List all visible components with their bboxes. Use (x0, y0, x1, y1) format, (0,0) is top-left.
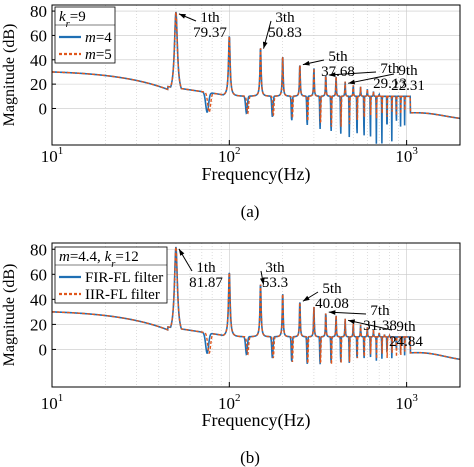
y-tick-label: 40 (30, 51, 47, 70)
x-tick-label: 103 (395, 392, 418, 413)
annotation-value: 24.84 (389, 334, 423, 350)
x-tick-label: 102 (218, 145, 241, 166)
annotation-arrow (348, 73, 395, 84)
series-line-1 (52, 11, 460, 144)
y-tick-label: 60 (30, 265, 47, 284)
annotation-value: 29.13 (373, 76, 407, 92)
annotation-value: 79.37 (193, 25, 227, 41)
y-axis-label: Magnitude (dB) (1, 264, 18, 367)
y-tick-label: 80 (30, 240, 47, 259)
legend-box (54, 246, 168, 304)
y-tick-label: 0 (39, 340, 48, 359)
annotation-arrow (328, 71, 377, 76)
legend-box (54, 6, 116, 64)
annotation-value: 31.38 (363, 318, 397, 334)
annotation-arrowhead (259, 277, 265, 285)
annotation-value: 53.3 (262, 275, 288, 291)
annotation-order: 7th (380, 61, 400, 77)
annotation-value: 22.31 (391, 78, 425, 94)
axes-box (51, 4, 461, 146)
annotation-value: 81.87 (189, 275, 223, 291)
annotation-value: 40.08 (315, 296, 349, 312)
y-tick-label: 80 (30, 2, 47, 21)
annotation-order: 3th (265, 260, 285, 276)
legend-label-2: IIR-FL filter (85, 287, 160, 303)
x-tick-label: 102 (218, 392, 241, 413)
x-tick-label: 101 (41, 392, 64, 413)
panel-caption: (b) (240, 448, 260, 467)
legend-label-1: m=4 (85, 30, 112, 46)
annotation-arrowhead (262, 41, 268, 49)
annotation-order: 1th (196, 260, 216, 276)
legend: kr=9m=4m=5 (54, 6, 116, 64)
x-tick-label: 101 (41, 145, 64, 166)
annotation-order: 7th (370, 303, 390, 319)
y-axis-label: Magnitude (dB) (1, 24, 18, 127)
x-axis-label: Frequency(Hz) (202, 410, 311, 431)
legend-title: kr=9 (59, 9, 86, 30)
x-tick-label: 103 (395, 145, 418, 166)
annotation-value: 50.83 (268, 25, 302, 41)
y-tick-label: 40 (30, 290, 47, 309)
y-tick-label: 20 (30, 315, 47, 334)
annotation-order: 9th (398, 63, 418, 79)
annotation-order: 3th (275, 10, 295, 26)
y-tick-label: 20 (30, 75, 47, 94)
annotation-order: 5th (328, 49, 348, 65)
y-tick-label: 60 (30, 26, 47, 45)
annotation-arrow (348, 319, 393, 331)
y-tick-label: 0 (39, 99, 48, 118)
annotation-arrowhead (302, 60, 310, 66)
panel-caption: (a) (241, 202, 260, 221)
annotation-arrowhead (328, 72, 336, 77)
annotation-arrowhead (178, 248, 185, 256)
x-axis-label: Frequency(Hz) (202, 164, 311, 185)
annotation-order: 5th (322, 281, 342, 297)
legend-title: m=4.4, kr=12 (59, 249, 139, 270)
annotation-arrowhead (348, 79, 356, 85)
annotation-value: 37.68 (321, 64, 355, 80)
annotation-arrowhead (328, 310, 336, 315)
annotation-order: 9th (396, 319, 416, 335)
chart-panel-a: 0 20 40 60 80 101 102 103 Frequency(Hz) Magnitude… (1, 2, 461, 221)
series-line-2 (52, 246, 460, 365)
annotation-arrowhead (178, 13, 186, 19)
legend-label-1: FIR-FL filter (85, 270, 163, 286)
annotation-order: 1th (200, 10, 220, 26)
annotation-arrowhead (302, 295, 310, 302)
chart-panel-b: 0 20 40 60 80 101 102 103 Frequency(Hz) Magnitude… (1, 240, 461, 467)
legend-label-2: m=5 (85, 47, 112, 63)
annotation-arrowhead (348, 319, 356, 325)
axes-box (51, 242, 461, 388)
